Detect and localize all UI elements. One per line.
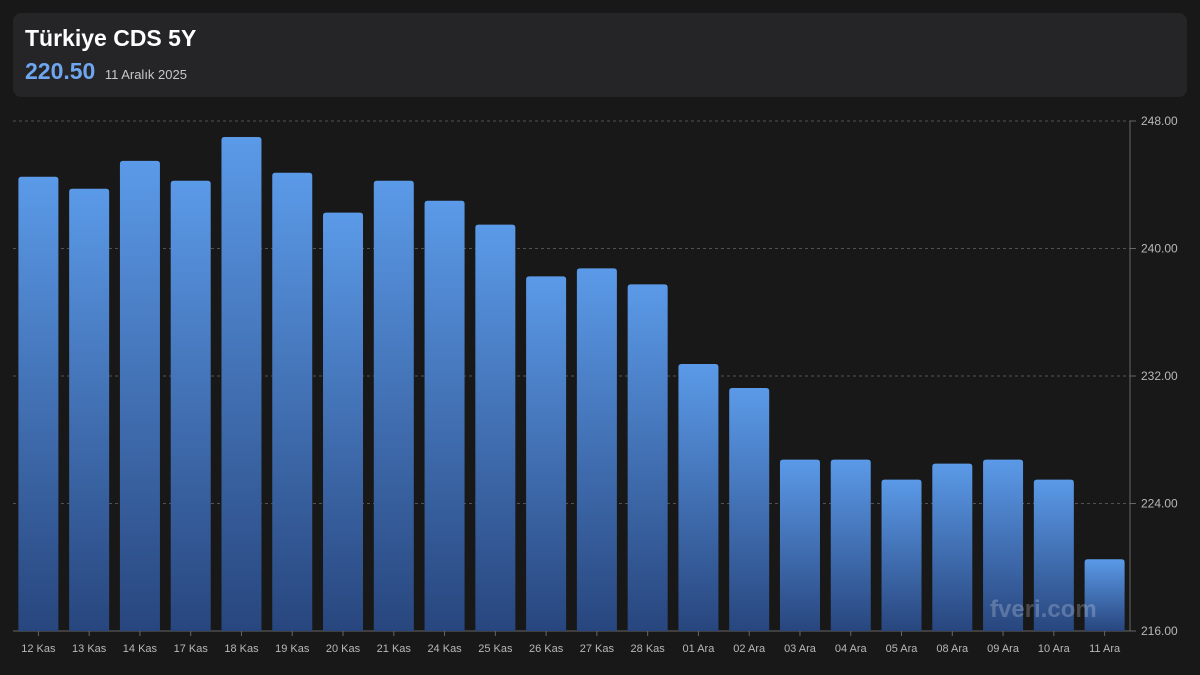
bar <box>983 459 1024 631</box>
bar <box>779 459 820 631</box>
bar <box>475 224 516 631</box>
bar <box>119 160 160 631</box>
y-tick-label: 240.00 <box>1141 242 1178 256</box>
watermark: fveri.com <box>990 596 1097 623</box>
bar <box>323 212 364 631</box>
bar <box>881 479 922 631</box>
bar <box>170 180 211 631</box>
bar <box>576 268 617 631</box>
x-tick-label: 20 Kas <box>326 643 361 655</box>
x-tick-label: 14 Kas <box>123 643 158 655</box>
current-date: 11 Aralık 2025 <box>104 67 187 82</box>
x-tick-label: 13 Kas <box>72 643 107 655</box>
bar <box>69 188 110 631</box>
x-tick-label: 05 Ara <box>886 643 919 655</box>
bar <box>373 180 414 631</box>
x-tick-label: 25 Kas <box>478 643 513 655</box>
bar <box>526 276 567 631</box>
bars <box>18 136 1125 631</box>
x-tick-label: 11 Ara <box>1089 643 1121 655</box>
x-tick-labels: 12 Kas 13 Kas 14 Kas 17 Kas 18 Kas 19 Kas 20 K… <box>21 631 1121 655</box>
x-tick-label: 03 Ara <box>784 643 817 655</box>
x-tick-label: 02 Ara <box>733 643 766 655</box>
current-value: 220.50 <box>25 58 96 84</box>
bar <box>424 200 465 631</box>
y-tick-label: 248.00 <box>1141 114 1178 128</box>
x-tick-label: 19 Kas <box>275 643 310 655</box>
bar <box>678 364 719 631</box>
x-tick-label: 24 Kas <box>427 643 462 655</box>
x-tick-label: 10 Ara <box>1038 643 1071 655</box>
bar <box>932 463 973 631</box>
bar <box>627 284 668 631</box>
x-tick-label: 28 Kas <box>631 643 666 655</box>
x-tick-label: 18 Kas <box>224 643 259 655</box>
chart-header: Türkiye CDS 5Y 220.50 11 Aralık 2025 <box>13 13 1187 97</box>
x-tick-label: 12 Kas <box>21 643 56 655</box>
bar <box>1033 479 1074 631</box>
x-tick-label: 21 Kas <box>377 643 412 655</box>
bar <box>18 176 59 631</box>
bar <box>1084 559 1125 631</box>
x-tick-label: 01 Ara <box>683 643 716 655</box>
y-tick-label: 232.00 <box>1141 369 1178 383</box>
y-tick-labels: 216.00 224.00 232.00 240.00 248.00 <box>1141 114 1178 638</box>
x-tick-label: 09 Ara <box>987 643 1020 655</box>
chart-title: Türkiye CDS 5Y <box>25 25 197 51</box>
x-tick-label: 17 Kas <box>174 643 209 655</box>
bar <box>830 459 871 631</box>
x-tick-label: 04 Ara <box>835 643 868 655</box>
bar <box>221 136 262 631</box>
y-tick-label: 224.00 <box>1141 497 1178 511</box>
current-value-line: 220.50 11 Aralık 2025 <box>25 58 187 85</box>
y-tick-label: 216.00 <box>1141 624 1178 638</box>
x-tick-label: 08 Ara <box>936 643 969 655</box>
bar <box>729 387 770 631</box>
x-tick-label: 26 Kas <box>529 643 564 655</box>
x-tick-label: 27 Kas <box>580 643 615 655</box>
bar <box>272 172 313 631</box>
